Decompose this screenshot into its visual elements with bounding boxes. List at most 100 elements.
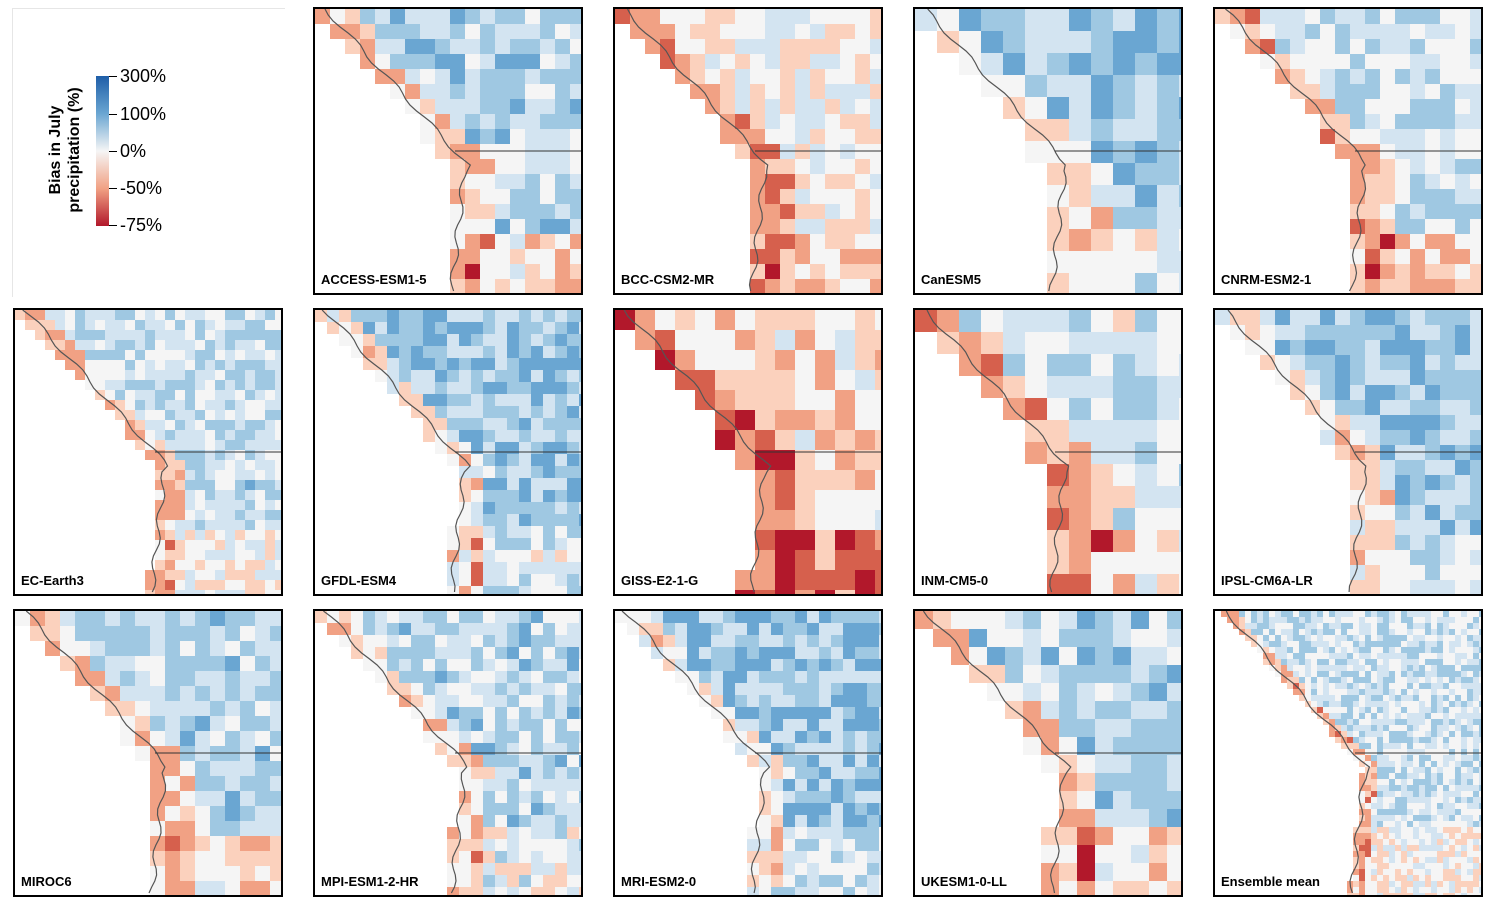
bias-cell [1395,54,1410,69]
bias-cell [519,815,531,827]
bias-cell [879,839,881,851]
bias-cell [1353,629,1359,635]
bias-cell [1293,653,1299,659]
bias-cell [135,420,145,430]
bias-cell [1401,869,1407,875]
bias-cell [1449,893,1455,895]
bias-cell [225,400,235,410]
bias-cell [205,380,215,390]
bias-cell [969,665,987,683]
bias-cell [423,310,435,322]
bias-cell [1380,580,1395,594]
bias-cell [1470,340,1481,355]
bias-cell [1407,893,1413,895]
bias-cell [807,707,819,719]
bias-cell [1305,325,1320,340]
bias-cell [1323,713,1329,719]
bias-cell [747,707,759,719]
bias-cell [519,611,531,623]
bias-cell [1455,159,1470,174]
bias-cell [1455,219,1470,234]
bias-cell [855,204,870,219]
bias-cell [645,39,660,54]
bias-cell [399,623,411,635]
bias-cell [1157,119,1179,141]
bias-cell [165,550,175,560]
bias-cell [1350,415,1365,430]
bias-cell [459,695,471,707]
bias-cell [1461,887,1467,893]
bias-cell [240,851,255,866]
bias-cell [1157,332,1179,354]
bias-cell [755,510,775,530]
bias-cell [1377,791,1383,797]
bias-cell [175,360,185,370]
bias-cell [1413,653,1419,659]
bias-cell [215,520,225,530]
bias-cell [1455,490,1470,505]
bias-cell [165,330,175,340]
bias-cell [1410,99,1425,114]
bias-cell [1410,249,1425,264]
bias-cell [1329,671,1335,677]
bias-cell [1365,623,1371,629]
bias-cell [1069,97,1091,119]
bias-cell [240,731,255,746]
bias-cell [1425,635,1431,641]
bias-cell [735,330,755,350]
bias-cell [1470,565,1481,580]
bias-cell [1091,251,1113,273]
bias-cell [555,779,567,791]
bias-cell [1470,84,1481,99]
bias-cell [210,626,225,641]
bias-cell [1365,803,1371,809]
bias-cell [1131,701,1149,719]
bias-cell [1431,785,1437,791]
bias-cell [1383,695,1389,701]
bias-cell [855,695,867,707]
bias-cell [1389,731,1395,737]
bias-cell [1461,659,1467,665]
bias-cell [840,204,855,219]
bias-cell [1437,809,1443,815]
bias-cell [531,791,543,803]
bias-cell [1353,689,1359,695]
bias-cell [1470,99,1481,114]
bias-cell [835,410,855,430]
bias-cell [795,350,815,370]
bias-cell [855,851,867,863]
bias-cell [495,442,507,454]
bias-cell [1359,887,1365,893]
bias-cell [387,659,399,671]
bias-cell [1455,565,1470,580]
bias-cell [531,779,543,791]
bias-cell [255,821,270,836]
bias-cell [411,346,423,358]
bias-cell [1470,24,1481,39]
bias-cell [387,671,399,683]
bias-cell [1425,683,1431,689]
bias-cell [1383,767,1389,773]
bias-cell [567,659,579,671]
bias-cell [1377,881,1383,887]
bias-cell [1425,881,1431,887]
bias-cell [225,671,240,686]
bias-cell [1413,617,1419,623]
bias-cell [875,390,881,410]
bias-cell [525,174,540,189]
bias-cell [1479,623,1481,629]
bias-cell [687,647,699,659]
bias-cell [1425,340,1440,355]
bias-cell [1329,653,1335,659]
panel-label: CNRM-ESM2-1 [1219,272,1314,287]
bias-cell [450,9,465,24]
bias-cell [1401,689,1407,695]
bias-cell [840,114,855,129]
bias-cell [1305,611,1311,617]
bias-cell [1389,653,1395,659]
bias-cell [215,480,225,490]
bias-cell [840,279,855,293]
bias-cell [1413,755,1419,761]
bias-cell [1431,761,1437,767]
bias-cell [405,54,420,69]
